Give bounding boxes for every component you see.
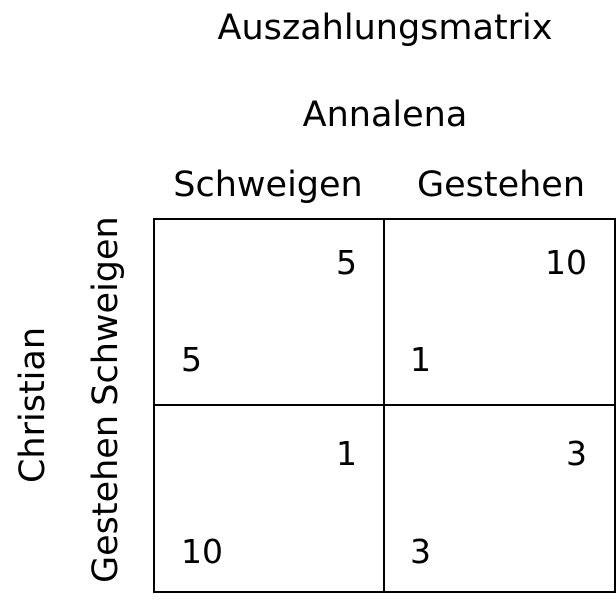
cell-1-0-column-payoff: 1 (336, 434, 357, 473)
column-player-label: Annalena (302, 95, 468, 135)
cell-1-0-row-payoff: 10 (181, 532, 223, 571)
row-player-label: Christian (13, 326, 53, 484)
cell-1-1-row-payoff: 3 (410, 532, 431, 571)
cell-0-0-column-payoff: 5 (336, 243, 357, 282)
cell-0-1-row-payoff: 1 (410, 340, 431, 379)
cell-0-0-row-payoff: 5 (181, 340, 202, 379)
row-strategy-schweigen: Schweigen (86, 216, 126, 406)
cell-0-1-column-payoff: 10 (545, 243, 587, 282)
cell-1-1-column-payoff: 3 (566, 434, 587, 473)
row-strategy-gestehen: Gestehen (86, 414, 126, 584)
matrix-horizontal-divider (153, 404, 616, 406)
matrix-title: Auszahlungsmatrix (217, 8, 553, 48)
column-strategy-gestehen: Gestehen (416, 165, 586, 205)
column-strategy-schweigen: Schweigen (173, 165, 363, 205)
